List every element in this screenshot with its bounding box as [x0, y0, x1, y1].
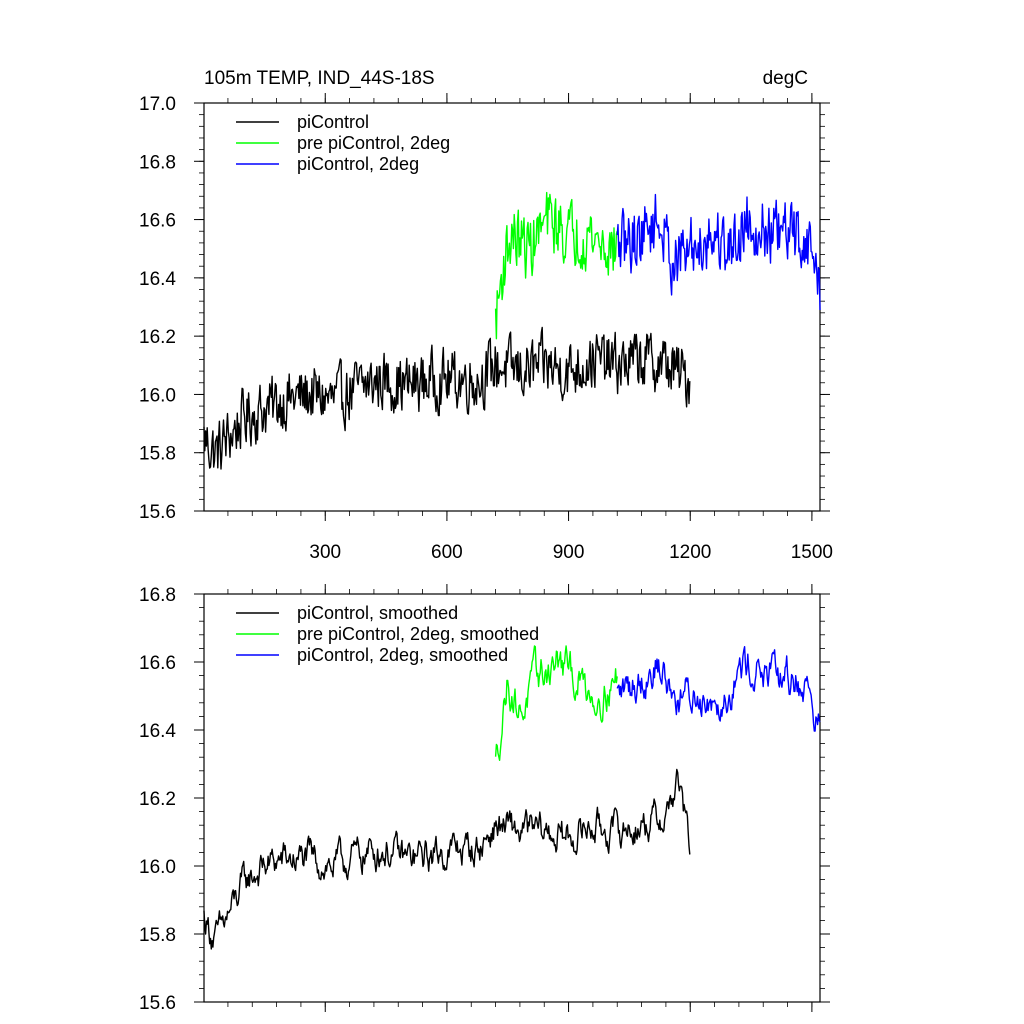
y-tick-label: 15.6 [139, 993, 176, 1014]
series-line-pre-picontrol-2deg [494, 191, 618, 340]
legend-label: piControl [297, 112, 369, 132]
x-tick-label: 1500 [791, 542, 833, 563]
x-axis-labels: 300 600 900 1200 1500 [309, 542, 833, 563]
y-axis-labels: 15.6 15.8 16.0 16.2 16.4 16.6 16.8 17.0 [139, 94, 176, 523]
y-tick-label: 16.8 [139, 152, 176, 173]
y-tick-label: 15.6 [139, 502, 176, 523]
y-tick-label: 16.6 [139, 653, 176, 674]
y-tick-label: 16.4 [139, 721, 176, 742]
units-label: degC [763, 68, 808, 89]
y-tick-label: 15.8 [139, 925, 176, 946]
y-tick-label: 16.2 [139, 789, 176, 810]
bottom-panel: 15.6 15.8 16.0 16.2 16.4 16.6 16.8 piControl, … [139, 584, 830, 1014]
series-line-picontrol-smoothed [203, 768, 691, 950]
series-lines [203, 191, 821, 470]
x-tick-label: 900 [553, 542, 585, 563]
y-tick-label: 16.8 [139, 585, 176, 606]
x-tick-label: 600 [431, 542, 463, 563]
top-panel: 15.6 15.8 16.0 16.2 16.4 16.6 16.8 17.0 300 600 9… [139, 93, 833, 563]
y-tick-label: 16.6 [139, 211, 176, 232]
legend-label: pre piControl, 2deg [297, 133, 450, 153]
y-tick-label: 16.4 [139, 269, 176, 290]
y-axis-labels: 15.6 15.8 16.0 16.2 16.4 16.6 16.8 [139, 585, 176, 1014]
x-tick-label: 1200 [669, 542, 711, 563]
y-tick-label: 15.8 [139, 444, 176, 465]
legend-label: piControl, 2deg [297, 154, 419, 174]
chart-title: 105m TEMP, IND_44S-18S [204, 68, 435, 89]
y-tick-label: 17.0 [139, 94, 176, 115]
legend-label: piControl, smoothed [297, 603, 458, 623]
axis-ticks [194, 93, 830, 521]
y-tick-label: 16.0 [139, 385, 176, 406]
axis-ticks [194, 584, 830, 1012]
legend-label: piControl, 2deg, smoothed [297, 645, 508, 665]
series-lines [203, 645, 821, 950]
series-line-pre-picontrol-2deg-smoothed [494, 645, 618, 761]
legend-label: pre piControl, 2deg, smoothed [297, 624, 539, 644]
series-line-picontrol-2deg [616, 193, 821, 311]
series-line-picontrol-2deg-smoothed [616, 646, 821, 732]
y-tick-label: 16.0 [139, 857, 176, 878]
series-line-picontrol [203, 326, 691, 470]
x-tick-label: 300 [309, 542, 341, 563]
y-tick-label: 16.2 [139, 327, 176, 348]
